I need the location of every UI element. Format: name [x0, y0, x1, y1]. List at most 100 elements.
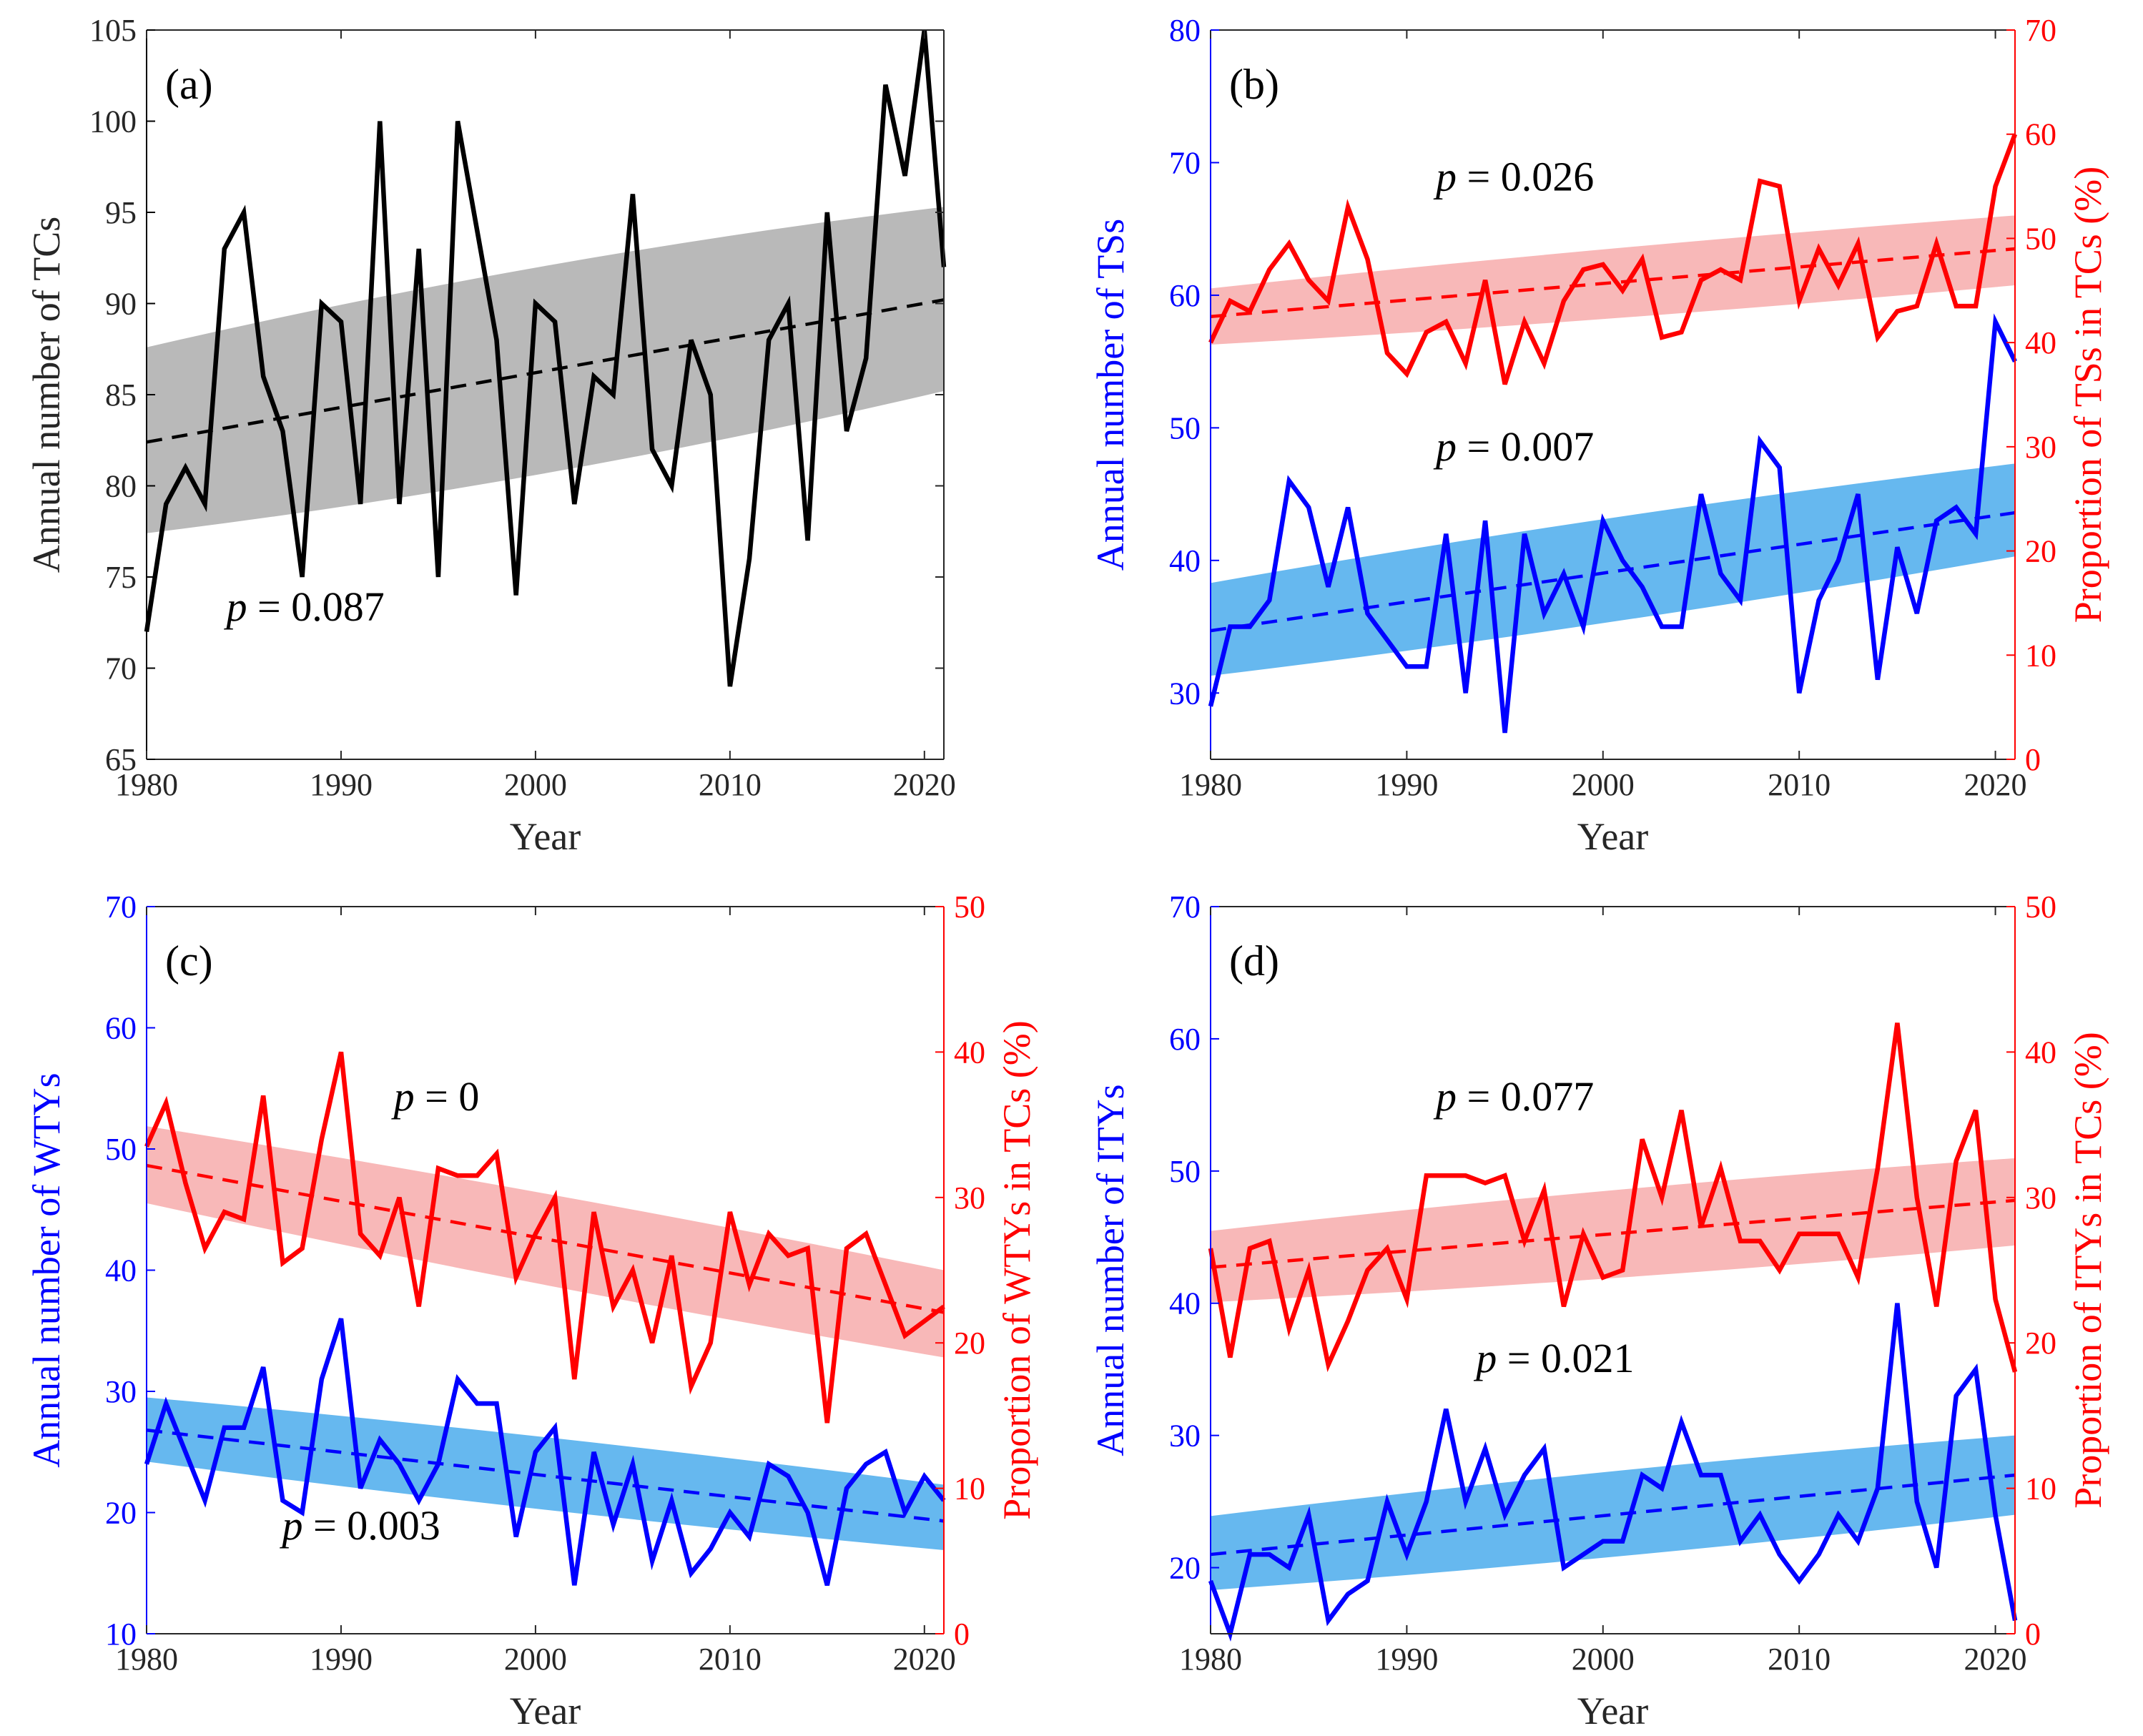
x-axis-label: Year — [1577, 1690, 1649, 1732]
y-tick-label-left: 70 — [105, 889, 137, 924]
panel-c: 1980 1990 2000 2010 2020 10 20 30 40 50 60 70 0 10 20 3… — [25, 889, 1038, 1732]
y-tick-label-left: 60 — [1169, 1022, 1201, 1057]
y-tick-label-right: 50 — [2025, 889, 2056, 924]
y-tick-label-left: 50 — [1169, 1154, 1201, 1189]
trend-line-d-0 — [1210, 1473, 2016, 1557]
x-tick-label: 2000 — [1572, 1642, 1635, 1677]
y-tick-label-left: 40 — [1169, 543, 1201, 578]
panel-b: 1980 1990 2000 2010 2020 30 40 50 60 70 80 0 10 20 30 4… — [1089, 13, 2109, 858]
x-tick-label: 1990 — [310, 1642, 373, 1677]
x-tick-label: 2010 — [699, 1642, 762, 1677]
y-tick-label-left: 30 — [1169, 676, 1201, 711]
y-tick-label-left: 65 — [105, 742, 137, 777]
x-axis-label: Year — [510, 1690, 581, 1732]
p-value-label-b-0: p = 0.007 — [1433, 423, 1594, 470]
y-tick-label-left: 50 — [105, 1132, 137, 1167]
confidence-band-d-0 — [1211, 1435, 2015, 1590]
y-axis-label-left: Annual number of TSs — [1089, 219, 1132, 571]
series-line-b-0 — [1208, 313, 2017, 734]
y-tick-label-left: 85 — [105, 378, 137, 413]
y-axis-label-right: Proportion of TSs in TCs (%) — [2066, 167, 2109, 623]
y-tick-label-right: 30 — [954, 1180, 985, 1215]
series-line-d-1 — [1208, 1022, 2018, 1373]
confidence-band-a-0 — [147, 207, 944, 533]
y-tick-label-left: 100 — [89, 104, 137, 139]
x-tick-label: 2010 — [1768, 767, 1831, 802]
p-value-label-b-1: p = 0.026 — [1433, 153, 1594, 199]
series-line-c-1 — [144, 1051, 945, 1424]
y-tick-label-left: 30 — [1169, 1419, 1201, 1454]
y-tick-label-right: 0 — [2025, 742, 2041, 777]
panel-label: (b) — [1229, 61, 1279, 108]
y-tick-label-right: 60 — [2025, 117, 2056, 152]
y-tick-label-left: 10 — [105, 1617, 137, 1652]
x-tick-label: 1980 — [115, 1642, 178, 1677]
y-tick-label-right: 20 — [954, 1326, 985, 1361]
y-tick-label-left: 105 — [89, 13, 137, 48]
p-value-label-d-1: p = 0.077 — [1433, 1073, 1594, 1120]
x-tick-label: 2010 — [1768, 1642, 1831, 1677]
y-tick-label-right: 30 — [2025, 1180, 2056, 1215]
series-line-a-0 — [144, 29, 947, 687]
y-tick-label-left: 60 — [105, 1011, 137, 1046]
y-axis-label-left: Annual number of TCs — [25, 217, 68, 573]
y-tick-label-left: 80 — [105, 469, 137, 504]
x-tick-label: 1990 — [1375, 1642, 1438, 1677]
y-tick-label-left: 20 — [1169, 1551, 1201, 1586]
p-value-label-c-1: p = 0 — [391, 1073, 480, 1120]
x-tick-label: 2010 — [699, 767, 762, 802]
y-tick-label-right: 10 — [2025, 1471, 2056, 1506]
y-tick-label-right: 40 — [2025, 325, 2056, 360]
series-line-b-1 — [1208, 133, 2018, 385]
y-tick-label-left: 70 — [1169, 145, 1201, 180]
y-tick-label-right: 10 — [2025, 638, 2056, 673]
series-line-c-0 — [144, 1318, 946, 1587]
confidence-band-c-1 — [147, 1126, 944, 1358]
y-axis-label-left: Annual number of ITYs — [1089, 1084, 1132, 1456]
p-value-label-d-0: p = 0.021 — [1473, 1335, 1634, 1381]
y-tick-label-left: 90 — [105, 287, 137, 322]
x-tick-label: 1980 — [1179, 1642, 1242, 1677]
x-tick-label: 1990 — [1375, 767, 1438, 802]
trend-line-b-0 — [1210, 511, 2016, 633]
y-axis-label-right: Proportion of WTYs in TCs (%) — [995, 1020, 1038, 1519]
confidence-band-d-1 — [1211, 1158, 2015, 1303]
p-value-label-a-0: p = 0.087 — [224, 583, 385, 630]
y-tick-label-right: 70 — [2025, 13, 2056, 48]
x-tick-label: 2020 — [1964, 1642, 2027, 1677]
y-tick-label-left: 95 — [105, 195, 137, 230]
y-tick-label-right: 50 — [954, 889, 985, 924]
x-tick-label: 1990 — [310, 767, 373, 802]
x-axis-label: Year — [1577, 815, 1649, 858]
p-value-label-c-0: p = 0.003 — [280, 1502, 440, 1549]
x-tick-label: 2000 — [1572, 767, 1635, 802]
series-line-d-0 — [1208, 1303, 2018, 1642]
x-axis-label: Year — [510, 815, 581, 858]
y-tick-label-left: 60 — [1169, 278, 1201, 313]
panel-label: (d) — [1229, 937, 1279, 985]
x-tick-label: 2020 — [893, 1642, 956, 1677]
trend-line-b-1 — [1210, 247, 2016, 318]
x-tick-label: 1980 — [115, 767, 178, 802]
confidence-band-c-0 — [147, 1397, 944, 1551]
panel-a: 1980 1990 2000 2010 2020 65 70 75 80 85 90 95 100 105… — [25, 13, 956, 858]
y-tick-label-right: 50 — [2025, 221, 2056, 256]
trend-line-d-1 — [1210, 1198, 2016, 1269]
y-tick-label-left: 20 — [105, 1496, 137, 1531]
y-axis-label-left: Annual number of WTYs — [25, 1072, 68, 1467]
y-tick-label-left: 75 — [105, 560, 137, 595]
y-tick-label-left: 70 — [1169, 889, 1201, 924]
x-tick-label: 2000 — [504, 1642, 567, 1677]
trend-line-c-0 — [146, 1429, 945, 1523]
panel-d: 1980 1990 2000 2010 202020304050607001020304… — [1089, 889, 2109, 1732]
y-tick-label-left: 70 — [105, 651, 137, 686]
y-tick-label-left: 80 — [1169, 13, 1201, 48]
y-tick-label-right: 0 — [954, 1617, 970, 1652]
confidence-band-b-0 — [1211, 463, 2015, 676]
panel-label: (c) — [165, 937, 213, 985]
x-tick-label: 1980 — [1179, 767, 1242, 802]
x-tick-label: 2020 — [893, 767, 956, 802]
y-tick-label-left: 30 — [105, 1374, 137, 1409]
y-tick-label-right: 30 — [2025, 430, 2056, 465]
